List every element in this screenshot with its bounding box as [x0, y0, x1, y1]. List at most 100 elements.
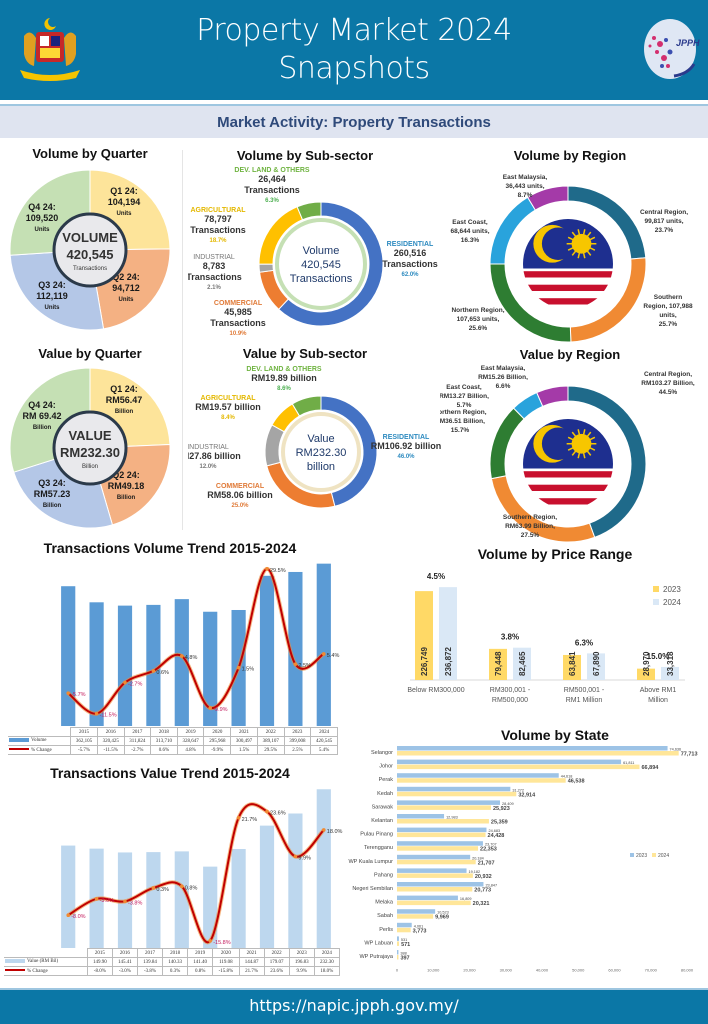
- table-cell: -3.0%: [111, 966, 138, 976]
- volume-trend-table: 2015 2016 2017 2018 2019 2020 2021 2022 2023 2024…: [8, 727, 338, 755]
- slice-pct: 62.0%: [401, 272, 419, 278]
- legend-label: 2023: [636, 853, 647, 859]
- center-unit: billion: [307, 461, 335, 473]
- value-by-region-chart: Central Region, RM103.27 Billion, 44.5% Sou…: [440, 365, 695, 543]
- table-cell: 23.6%: [263, 966, 290, 976]
- center-label: VOLUME: [62, 230, 118, 245]
- pct-change-point: [265, 809, 269, 814]
- x-tick-label: 40,000: [536, 968, 549, 973]
- table-cell: 2017: [136, 948, 164, 958]
- table-cell: 149.90: [86, 957, 113, 967]
- pct-change-label: -9.9%: [213, 707, 227, 713]
- malaysia-flag-icon: [523, 419, 613, 509]
- bar-2015: [61, 845, 76, 948]
- value-by-quarter-title: Value by Quarter: [38, 346, 142, 361]
- pct-change-label: 21.7%: [242, 817, 258, 823]
- price-range-chart: 226,749 236,872 4.5% Below RM300,000 79,448 8…: [407, 572, 685, 704]
- slice-label: Q2 24:: [112, 470, 140, 480]
- table-cell: 196.83: [288, 957, 315, 967]
- bar-value-label: 397: [400, 956, 409, 962]
- center-value: 420,545: [67, 247, 114, 262]
- region-label: East Malaysia,: [503, 174, 548, 181]
- bar-value-label: 44,618: [561, 775, 573, 779]
- row-label: [4, 949, 87, 958]
- table-cell: -9.9%: [203, 745, 232, 755]
- bar-2024: [513, 647, 531, 680]
- slice-pct: 6.3%: [265, 198, 279, 204]
- bar-2023: [563, 654, 581, 680]
- category-label: RM500,001 -: [564, 687, 605, 694]
- pct-change-label: 9.9%: [298, 855, 311, 861]
- legend-swatch-2023: [653, 586, 659, 592]
- region-label: Central Region,: [644, 371, 692, 378]
- bar-value-label: 66,894: [641, 765, 659, 771]
- bar-2023: [397, 773, 559, 778]
- pct-change-label: -3.0%: [100, 898, 114, 904]
- slice-name: RESIDENTIAL: [383, 434, 430, 441]
- table-cell: 2024: [313, 948, 341, 958]
- table-cell: 2.5%: [283, 745, 312, 755]
- column-divider: [182, 150, 183, 530]
- bar-2023: [397, 759, 622, 765]
- title-line-2: Snapshots: [278, 51, 430, 86]
- bar-value-label: 63,841: [568, 651, 577, 676]
- volume-by-quarter-title: Volume by Quarter: [32, 146, 148, 161]
- legend-swatch: [9, 738, 29, 743]
- price-range-title: Volume by Price Range: [477, 546, 633, 562]
- footer-banner: https://napic.jpph.gov.my/: [0, 988, 708, 1024]
- table-cell: 144.87: [238, 957, 265, 967]
- bar-2023: [397, 841, 483, 846]
- row-label: [8, 728, 71, 737]
- bar-2024: [397, 900, 471, 906]
- donut-slice-east-malaysia: [536, 385, 569, 407]
- table-cell: 2020: [203, 727, 232, 737]
- region-label: RM103.27 Billion,: [641, 380, 695, 387]
- pct-change-label: -2.7%: [128, 682, 142, 688]
- bar-value-label: 20,932: [475, 874, 492, 880]
- slice-value: RM 69.42: [22, 411, 61, 421]
- table-row: % Change -8.0% -3.0% -3.8% 0.3% 0.8% -15.8% 21.…: [4, 966, 341, 976]
- table-cell: 2019: [176, 727, 205, 737]
- table-cell: 2018: [150, 727, 178, 737]
- donut-slice-east-malaysia: [526, 185, 569, 211]
- bar-2024: [397, 927, 411, 933]
- slice-pct: 10.9%: [229, 331, 247, 337]
- pct-change-point: [94, 897, 99, 901]
- pct-change-label: 0.3%: [156, 887, 169, 893]
- bar-value-label: 28,409: [502, 802, 514, 806]
- slice-label: Q1 24:: [110, 186, 138, 196]
- slice-name: DEV. LAND & OTHERS: [234, 167, 310, 174]
- bar-2016: [89, 602, 104, 726]
- slice-label: Q1 24:: [110, 384, 138, 394]
- table-cell: 0.6%: [150, 745, 178, 755]
- value-trend-table: 2015 2016 2017 2018 2019 2020 2021 2022 2023 2024…: [4, 948, 341, 976]
- bar-value-label: 12,983: [446, 816, 458, 820]
- pct-change-point: [151, 669, 156, 673]
- table-cell: 140.33: [162, 957, 189, 967]
- slice-unit: Billion: [43, 503, 62, 509]
- region-label: East Coast,: [452, 219, 488, 226]
- website-link[interactable]: https://napic.jpph.gov.my/: [249, 996, 459, 1015]
- pct-change-label: -5.7%: [71, 692, 85, 698]
- table-cell: 0.8%: [187, 966, 214, 976]
- table-cell: -3.8%: [136, 966, 164, 976]
- table-cell: 2016: [111, 948, 138, 958]
- legend-swatch: [5, 969, 25, 972]
- pct-change-point: [180, 654, 184, 658]
- value-by-subsector-chart: Value RM232.30 billion RESIDENTIALRM106.92 …: [188, 366, 441, 509]
- legend-swatch-2024: [652, 853, 656, 857]
- pct-change-point: [236, 815, 241, 820]
- bar-2024: [439, 587, 457, 680]
- pct-change-point: [208, 706, 212, 710]
- bar-value-label: 31,272: [512, 788, 524, 792]
- pct-change-line: [67, 803, 325, 944]
- legend-label: 2023: [663, 585, 681, 594]
- region-label: RM13.27 Billion,: [440, 393, 489, 400]
- pct-change-point: [66, 691, 70, 695]
- state-label: Melaka: [375, 900, 394, 906]
- slice-value: 8,783: [203, 261, 226, 271]
- slice-value: RM27.86 billion: [188, 451, 241, 461]
- donut-slice-dev-land-others: [296, 201, 322, 221]
- bar-2023: [397, 882, 484, 887]
